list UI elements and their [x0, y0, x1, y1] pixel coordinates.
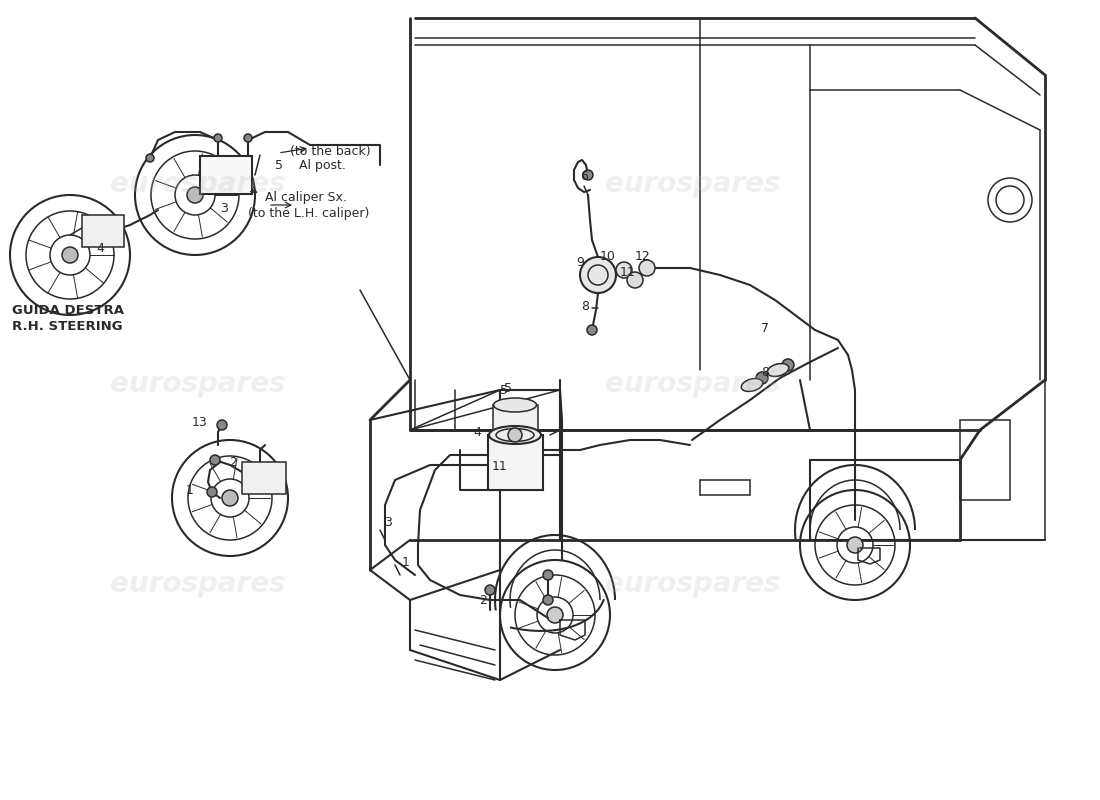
Ellipse shape: [494, 398, 537, 412]
Bar: [242, 462, 286, 494]
Circle shape: [214, 134, 222, 142]
Text: R.H. STEERING: R.H. STEERING: [12, 319, 122, 333]
Text: (to the back): (to the back): [290, 146, 371, 158]
Text: 9: 9: [576, 255, 584, 269]
Text: 2: 2: [229, 455, 236, 469]
Bar: [82, 215, 124, 247]
Bar: [200, 156, 252, 194]
Text: eurospares: eurospares: [110, 570, 286, 598]
Circle shape: [543, 570, 553, 580]
Circle shape: [616, 262, 632, 278]
Text: 8: 8: [581, 301, 589, 314]
Text: 12: 12: [635, 250, 651, 262]
Circle shape: [756, 372, 768, 384]
Text: eurospares: eurospares: [605, 370, 781, 398]
Bar: [960, 420, 1010, 500]
Circle shape: [222, 490, 238, 506]
Text: 1: 1: [186, 483, 194, 497]
Circle shape: [583, 170, 593, 180]
Ellipse shape: [768, 363, 789, 377]
Text: 5: 5: [504, 382, 512, 394]
Bar: [493, 405, 538, 437]
Text: 11: 11: [620, 266, 636, 278]
Bar: [488, 435, 543, 490]
Circle shape: [627, 272, 644, 288]
Ellipse shape: [490, 426, 541, 444]
Circle shape: [485, 585, 495, 595]
Circle shape: [543, 595, 553, 605]
Circle shape: [587, 325, 597, 335]
Text: eurospares: eurospares: [605, 570, 781, 598]
Circle shape: [187, 187, 204, 203]
Text: 5    Al post.: 5 Al post.: [275, 159, 345, 173]
Circle shape: [207, 487, 217, 497]
Text: GUIDA DESTRA: GUIDA DESTRA: [12, 303, 124, 317]
Circle shape: [146, 154, 154, 162]
Circle shape: [847, 537, 864, 553]
Circle shape: [782, 359, 794, 371]
Text: eurospares: eurospares: [605, 170, 781, 198]
Text: 3: 3: [384, 515, 392, 529]
Text: 11: 11: [492, 459, 508, 473]
Circle shape: [580, 257, 616, 293]
Text: 6: 6: [580, 170, 587, 182]
Circle shape: [217, 420, 227, 430]
Circle shape: [639, 260, 654, 276]
Text: 4: 4: [473, 426, 481, 438]
Text: 7: 7: [761, 322, 769, 334]
Text: Al caliper Sx.: Al caliper Sx.: [265, 191, 346, 205]
Text: 10: 10: [601, 250, 616, 263]
Text: 5: 5: [500, 383, 508, 397]
Circle shape: [62, 247, 78, 263]
Text: 4: 4: [96, 242, 103, 254]
Text: 1: 1: [403, 555, 410, 569]
Text: 8: 8: [761, 366, 769, 379]
Text: 13: 13: [192, 415, 208, 429]
Circle shape: [244, 134, 252, 142]
Text: (to the L.H. caliper): (to the L.H. caliper): [248, 206, 370, 219]
Circle shape: [547, 607, 563, 623]
Text: 2: 2: [480, 594, 487, 606]
Circle shape: [210, 455, 220, 465]
Ellipse shape: [741, 378, 762, 391]
Text: eurospares: eurospares: [110, 370, 286, 398]
Circle shape: [508, 428, 522, 442]
Text: eurospares: eurospares: [110, 170, 286, 198]
Text: 3: 3: [220, 202, 228, 214]
